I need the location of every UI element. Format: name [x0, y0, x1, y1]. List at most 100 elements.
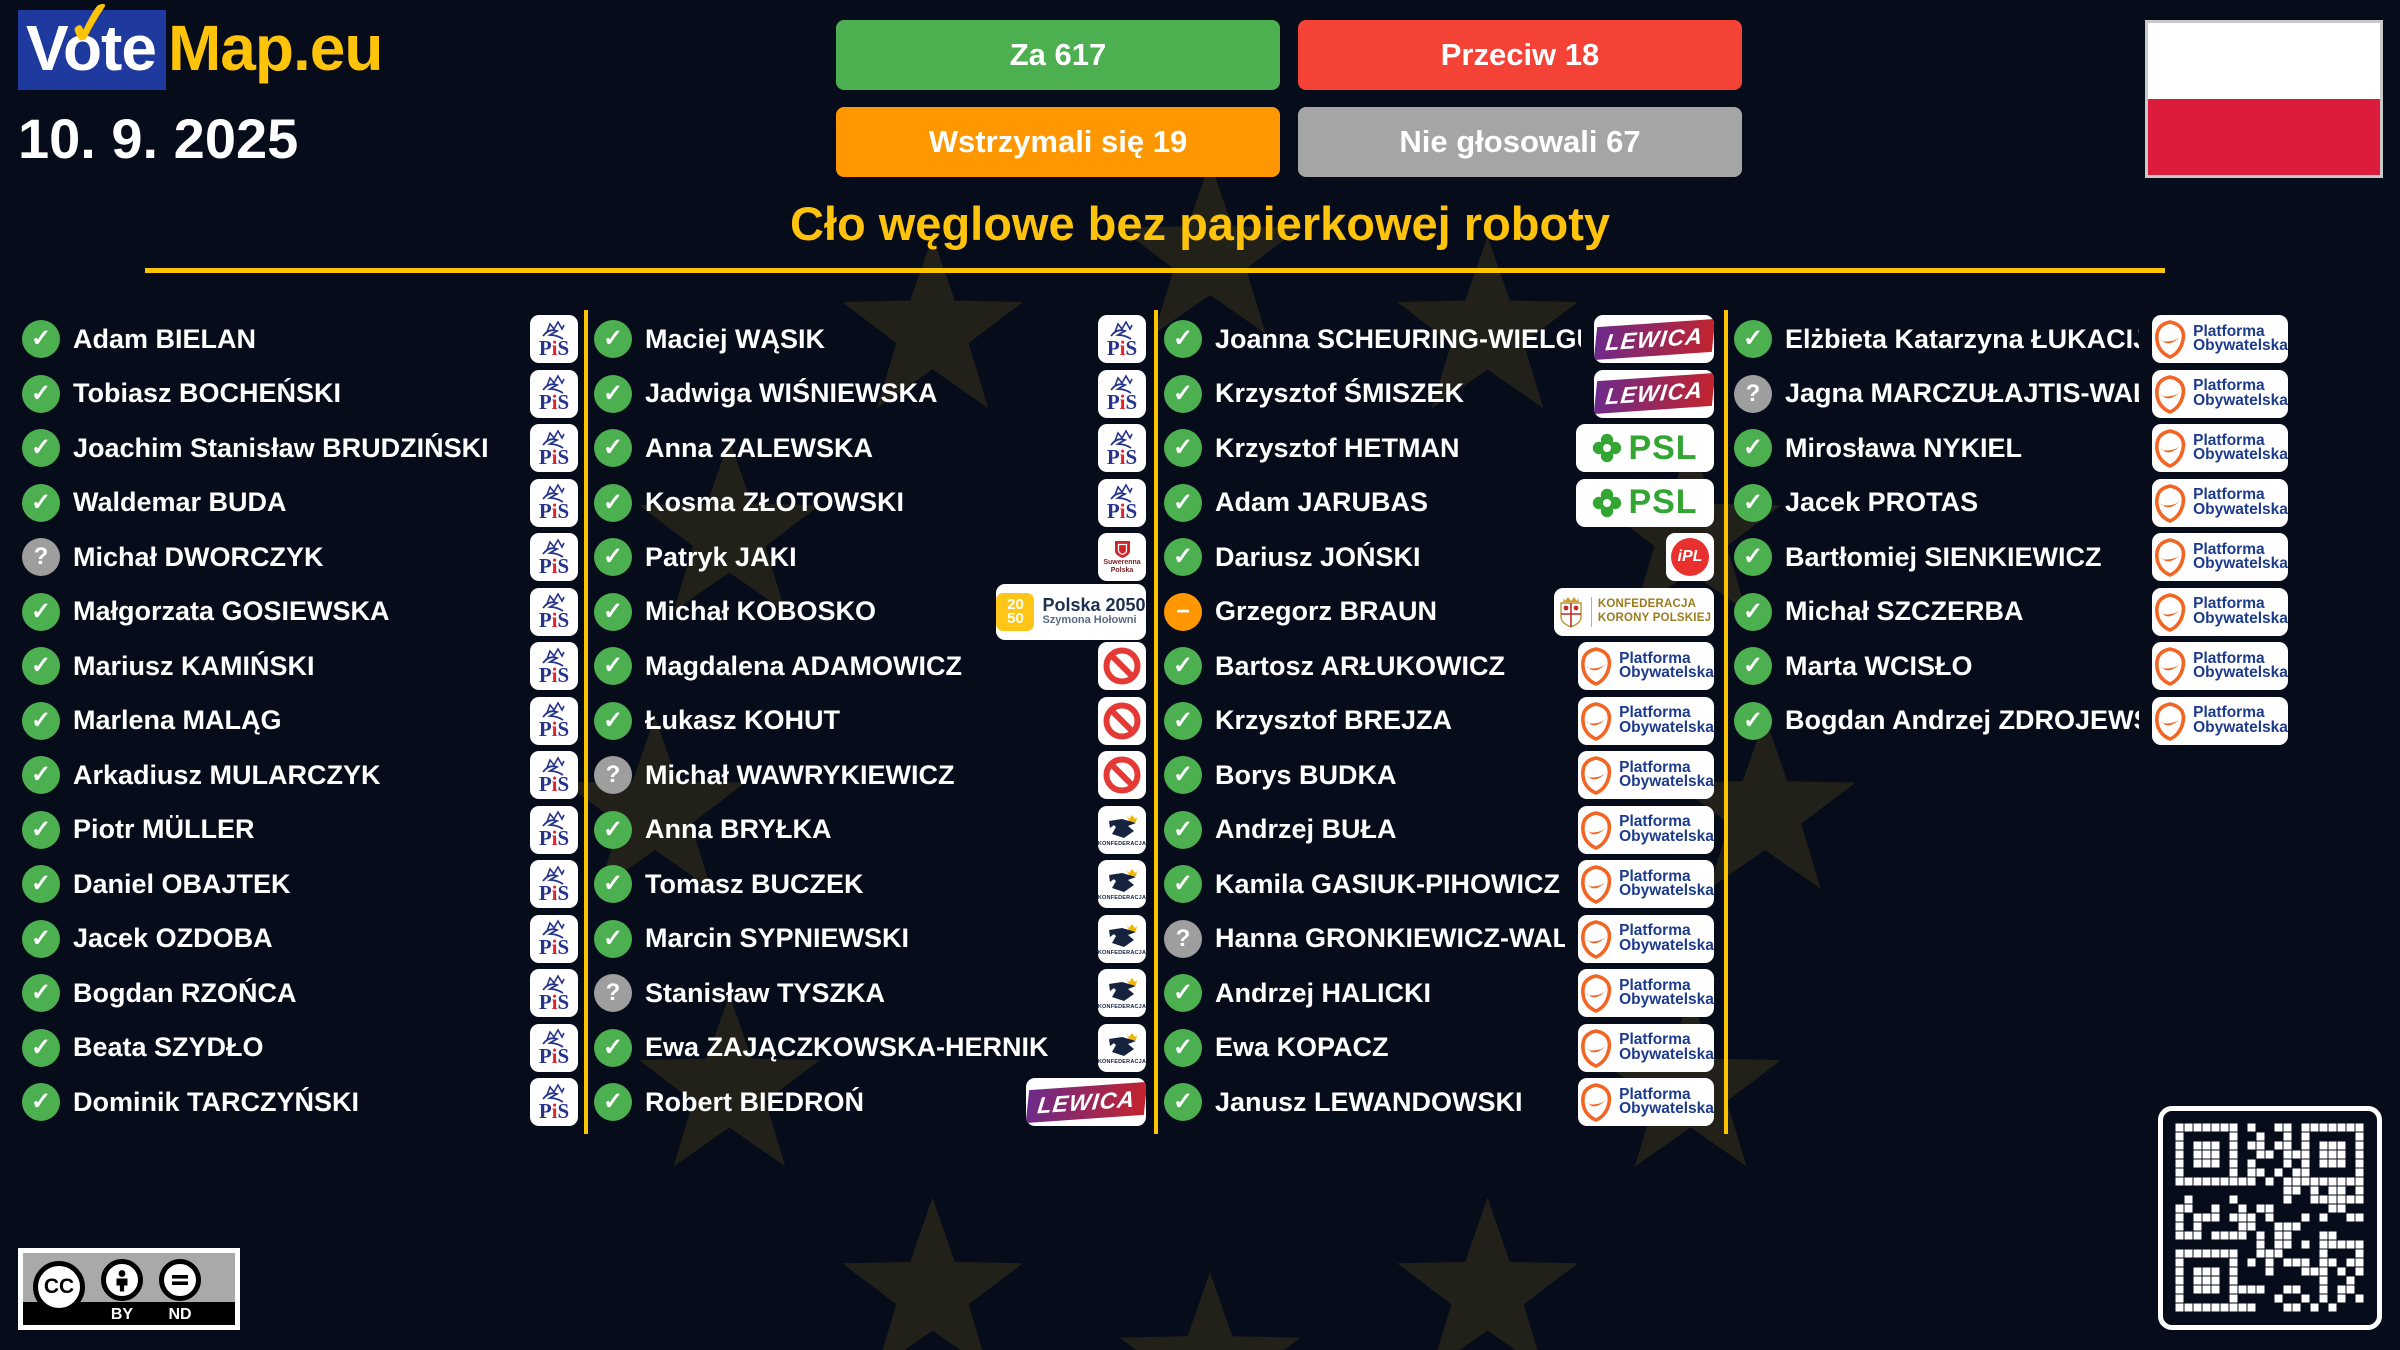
member-row[interactable]: ✓ Krzysztof ŚMISZEK LEWICA	[1164, 367, 1714, 422]
party-logo-lewica: LEWICA	[1594, 369, 1714, 418]
member-column-3: ✓ Joanna SCHEURING-WIELGUS LEWICA ✓ Krzyszto…	[1164, 312, 1714, 1130]
party-logo-pis: PiS	[530, 969, 578, 1018]
member-name: Stanisław TYSZKA	[645, 977, 886, 1008]
member-row[interactable]: ✓ Joachim Stanisław BRUDZIŃSKI PiS	[22, 421, 578, 476]
member-name: Ewa KOPACZ	[1215, 1032, 1389, 1063]
party-logo-pis: PiS	[530, 424, 578, 473]
member-row[interactable]: ✓ Anna ZALEWSKA PiS	[594, 421, 1146, 476]
member-row[interactable]: ✓ Marcin SYPNIEWSKI KONFEDERACJA	[594, 912, 1146, 967]
member-row[interactable]: ? Jagna MARCZUŁAJTIS-WALCZAK PlatformaObyw…	[1734, 367, 2288, 422]
member-name: Mirosława NYKIEL	[1785, 432, 2023, 463]
member-row[interactable]: ✓ Michał KOBOSKO 20 50 Polska 2050 Szymona Ho…	[594, 583, 1146, 640]
member-row[interactable]: ✓ Adam BIELAN PiS	[22, 312, 578, 367]
result-button-against[interactable]: Przeciw 18	[1298, 20, 1742, 90]
member-row[interactable]: ✓ Piotr MÜLLER PiS	[22, 803, 578, 858]
member-row[interactable]: ✓ Kosma ZŁOTOWSKI PiS	[594, 476, 1146, 531]
member-row[interactable]: ✓ Łukasz KOHUT	[594, 694, 1146, 749]
member-name: Jacek PROTAS	[1785, 487, 1979, 518]
party-logo-pis: PiS	[530, 642, 578, 691]
party-logo-psl: PSL	[1576, 478, 1714, 527]
member-row[interactable]: − Grzegorz BRAUN KONFEDERACJA KORONY POLSKI…	[1164, 585, 1714, 640]
party-logo-pis: PiS	[530, 315, 578, 364]
member-row[interactable]: ✓ Krzysztof BREJZA Platforma Obywatelska	[1164, 694, 1714, 749]
vote-for-icon: ✓	[1164, 1083, 1202, 1122]
member-row[interactable]: ✓ Marta WCISŁO Platforma Obywatelska	[1734, 639, 2288, 694]
member-row[interactable]: ✓ Waldemar BUDA PiS	[22, 476, 578, 531]
member-column-1: ✓ Adam BIELAN PiS ✓ Tobiasz BOCHEŃSKI PiS ✓ Joa…	[22, 312, 578, 1130]
member-name: Waldemar BUDA	[73, 487, 287, 518]
member-row[interactable]: ✓ Bartłomiej SIENKIEWICZ Platforma Obywatel…	[1734, 530, 2288, 585]
member-row[interactable]: ✓ Maciej WĄSIK PiS	[594, 312, 1146, 367]
member-name: Marcin SYPNIEWSKI	[645, 923, 910, 954]
member-row[interactable]: ✓ Andrzej BUŁA Platforma Obywatelska	[1164, 803, 1714, 858]
result-button-abstain[interactable]: Wstrzymali się 19	[836, 107, 1280, 177]
member-row[interactable]: ✓ Dominik TARCZYŃSKI PiS	[22, 1075, 578, 1130]
logo-vote-text: Vote ✓	[18, 0, 166, 90]
member-row[interactable]: ✓ Bartosz ARŁUKOWICZ Platforma Obywatelska	[1164, 639, 1714, 694]
member-row[interactable]: ? Hanna GRONKIEWICZ-WALTZ Platforma Obywate…	[1164, 912, 1714, 967]
member-row[interactable]: ✓ Ewa KOPACZ Platforma Obywatelska	[1164, 1021, 1714, 1076]
member-row[interactable]: ✓ Patryk JAKI Suwerenna Polska	[594, 530, 1146, 585]
member-row[interactable]: ✓ Bogdan RZOŃCA PiS	[22, 966, 578, 1021]
member-row[interactable]: ✓ Robert BIEDROŃ LEWICA	[594, 1075, 1146, 1130]
member-row[interactable]: ✓ Mariusz KAMIŃSKI PiS	[22, 639, 578, 694]
member-row[interactable]: ✓ Bogdan Andrzej ZDROJEWSKI PlatformaObywa…	[1734, 694, 2288, 749]
member-row[interactable]: ? Stanisław TYSZKA KONFEDERACJA	[594, 966, 1146, 1021]
member-row[interactable]: ✓ Beata SZYDŁO PiS	[22, 1021, 578, 1076]
member-name: Mariusz KAMIŃSKI	[73, 650, 315, 681]
member-row[interactable]: ✓ Janusz LEWANDOWSKI Platforma Obywatelska	[1164, 1075, 1714, 1130]
member-name: Andrzej BUŁA	[1215, 814, 1397, 845]
party-logo-psl: PSL	[1576, 424, 1714, 473]
vote-for-icon: ✓	[22, 320, 60, 359]
member-row[interactable]: ✓ Andrzej HALICKI Platforma Obywatelska	[1164, 966, 1714, 1021]
member-row[interactable]: ✓ Elżbieta Katarzyna ŁUKACIJEWSKA Platform…	[1734, 312, 2288, 367]
vote-for-icon: ✓	[22, 810, 60, 849]
vote-for-icon: ✓	[22, 1083, 60, 1122]
party-logo-po: Platforma Obywatelska	[2152, 696, 2288, 745]
qr-code[interactable]	[2158, 1106, 2382, 1330]
member-row[interactable]: ✓ Dariusz JOŃSKI iPL	[1164, 530, 1714, 585]
member-row[interactable]: ✓ Tomasz BUCZEK KONFEDERACJA	[594, 857, 1146, 912]
result-button-novote[interactable]: Nie głosowali 67	[1298, 107, 1742, 177]
party-logo-ipl: iPL	[1666, 533, 1714, 582]
member-row[interactable]: ✓ Anna BRYŁKA KONFEDERACJA	[594, 803, 1146, 858]
member-row[interactable]: ✓ Tobiasz BOCHEŃSKI PiS	[22, 367, 578, 422]
member-row[interactable]: ✓ Daniel OBAJTEK PiS	[22, 857, 578, 912]
result-button-for[interactable]: Za 617	[836, 20, 1280, 90]
member-row[interactable]: ? Michał WAWRYKIEWICZ	[594, 748, 1146, 803]
member-row[interactable]: ✓ Arkadiusz MULARCZYK PiS	[22, 748, 578, 803]
member-row[interactable]: ✓ Małgorzata GOSIEWSKA PiS	[22, 585, 578, 640]
member-row[interactable]: ✓ Michał SZCZERBA Platforma Obywatelska	[1734, 585, 2288, 640]
member-name: Kosma ZŁOTOWSKI	[645, 487, 905, 518]
member-row[interactable]: ? Michał DWORCZYK PiS	[22, 530, 578, 585]
member-row[interactable]: ✓ Magdalena ADAMOWICZ	[594, 639, 1146, 694]
flag-red-stripe	[2148, 99, 2380, 175]
member-row[interactable]: ✓ Jacek OZDOBA PiS	[22, 912, 578, 967]
member-row[interactable]: ✓ Jadwiga WIŚNIEWSKA PiS	[594, 367, 1146, 422]
vote-abstain-icon: −	[1164, 592, 1202, 631]
member-row[interactable]: ✓ Borys BUDKA Platforma Obywatelska	[1164, 748, 1714, 803]
vote-for-icon: ✓	[594, 538, 632, 577]
party-logo-po: Platforma Obywatelska	[2152, 315, 2288, 364]
member-name: Bogdan Andrzej ZDROJEWSKI	[1785, 705, 2139, 736]
party-logo-pis: PiS	[1098, 369, 1146, 418]
party-logo-pis: PiS	[530, 696, 578, 745]
site-logo[interactable]: Vote ✓ Map.eu	[18, 0, 383, 90]
member-row[interactable]: ✓ Jacek PROTAS Platforma Obywatelska	[1734, 476, 2288, 531]
cc-license-badge[interactable]: CC BY ND	[18, 1248, 240, 1330]
member-name: Krzysztof BREJZA	[1215, 705, 1453, 736]
member-row[interactable]: ✓ Krzysztof HETMAN PSL	[1164, 421, 1714, 476]
party-logo-po: Platforma Obywatelska	[2152, 533, 2288, 582]
member-row[interactable]: ✓ Joanna SCHEURING-WIELGUS LEWICA	[1164, 312, 1714, 367]
member-row[interactable]: ✓ Ewa ZAJĄCZKOWSKA-HERNIK KONFEDERACJA	[594, 1021, 1146, 1076]
member-row[interactable]: ✓ Marlena MALĄG PiS	[22, 694, 578, 749]
member-row[interactable]: ✓ Kamila GASIUK-PIHOWICZ Platforma Obywatel…	[1164, 857, 1714, 912]
member-row[interactable]: ✓ Adam JARUBAS PSL	[1164, 476, 1714, 531]
logo-check-icon: ✓	[62, 0, 119, 60]
member-name: Michał WAWRYKIEWICZ	[645, 759, 955, 790]
member-row[interactable]: ✓ Mirosława NYKIEL Platforma Obywatelska	[1734, 421, 2288, 476]
vote-for-icon: ✓	[22, 429, 60, 468]
vote-for-icon: ✓	[1164, 429, 1202, 468]
vote-for-icon: ✓	[22, 483, 60, 522]
member-name: Bartłomiej SIENKIEWICZ	[1785, 541, 2102, 572]
